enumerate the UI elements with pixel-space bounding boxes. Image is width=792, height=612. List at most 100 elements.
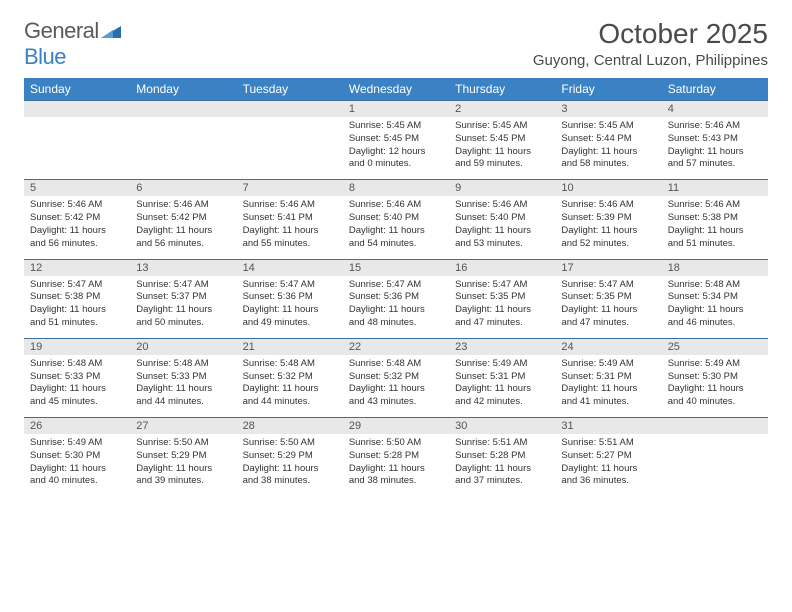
daylight-line: Daylight: 12 hours and 0 minutes. <box>349 146 443 172</box>
day-body-empty <box>130 117 236 179</box>
sunset-line: Sunset: 5:40 PM <box>349 212 443 225</box>
day-body: Sunrise: 5:48 AMSunset: 5:32 PMDaylight:… <box>237 355 343 417</box>
daylight-line: Daylight: 11 hours and 47 minutes. <box>455 304 549 330</box>
daylight-line: Daylight: 11 hours and 59 minutes. <box>455 146 549 172</box>
calendar-cell: 25Sunrise: 5:49 AMSunset: 5:30 PMDayligh… <box>662 338 768 417</box>
day-body: Sunrise: 5:47 AMSunset: 5:37 PMDaylight:… <box>130 276 236 338</box>
daylight-line: Daylight: 11 hours and 48 minutes. <box>349 304 443 330</box>
calendar-cell: 14Sunrise: 5:47 AMSunset: 5:36 PMDayligh… <box>237 259 343 338</box>
calendar-cell: 3Sunrise: 5:45 AMSunset: 5:44 PMDaylight… <box>555 100 661 179</box>
sunset-line: Sunset: 5:29 PM <box>243 450 337 463</box>
sunset-line: Sunset: 5:39 PM <box>561 212 655 225</box>
weekday-header: Tuesday <box>237 78 343 100</box>
sunrise-line: Sunrise: 5:48 AM <box>349 358 443 371</box>
sunrise-line: Sunrise: 5:45 AM <box>455 120 549 133</box>
day-body: Sunrise: 5:48 AMSunset: 5:34 PMDaylight:… <box>662 276 768 338</box>
day-body-empty <box>662 434 768 496</box>
calendar-cell <box>237 100 343 179</box>
sunrise-line: Sunrise: 5:45 AM <box>349 120 443 133</box>
day-number: 15 <box>343 259 449 276</box>
day-number: 9 <box>449 179 555 196</box>
sunrise-line: Sunrise: 5:47 AM <box>30 279 124 292</box>
day-body: Sunrise: 5:47 AMSunset: 5:35 PMDaylight:… <box>555 276 661 338</box>
day-body: Sunrise: 5:45 AMSunset: 5:45 PMDaylight:… <box>343 117 449 179</box>
month-title: October 2025 <box>533 18 768 50</box>
daylight-line: Daylight: 11 hours and 37 minutes. <box>455 463 549 489</box>
sunrise-line: Sunrise: 5:47 AM <box>136 279 230 292</box>
sunset-line: Sunset: 5:38 PM <box>30 291 124 304</box>
calendar-cell: 28Sunrise: 5:50 AMSunset: 5:29 PMDayligh… <box>237 417 343 496</box>
sunset-line: Sunset: 5:32 PM <box>243 371 337 384</box>
daylight-line: Daylight: 11 hours and 50 minutes. <box>136 304 230 330</box>
brand-text: GeneralBlue <box>24 18 121 70</box>
calendar-cell: 21Sunrise: 5:48 AMSunset: 5:32 PMDayligh… <box>237 338 343 417</box>
weekday-header: Wednesday <box>343 78 449 100</box>
day-body: Sunrise: 5:50 AMSunset: 5:28 PMDaylight:… <box>343 434 449 496</box>
daylight-line: Daylight: 11 hours and 38 minutes. <box>349 463 443 489</box>
calendar-cell: 7Sunrise: 5:46 AMSunset: 5:41 PMDaylight… <box>237 179 343 258</box>
day-number: 27 <box>130 417 236 434</box>
day-number: 22 <box>343 338 449 355</box>
calendar-body: 1Sunrise: 5:45 AMSunset: 5:45 PMDaylight… <box>24 100 768 496</box>
calendar-cell: 31Sunrise: 5:51 AMSunset: 5:27 PMDayligh… <box>555 417 661 496</box>
sunset-line: Sunset: 5:27 PM <box>561 450 655 463</box>
day-body: Sunrise: 5:46 AMSunset: 5:39 PMDaylight:… <box>555 196 661 258</box>
daylight-line: Daylight: 11 hours and 58 minutes. <box>561 146 655 172</box>
daylight-line: Daylight: 11 hours and 55 minutes. <box>243 225 337 251</box>
sunrise-line: Sunrise: 5:49 AM <box>668 358 762 371</box>
calendar-cell: 6Sunrise: 5:46 AMSunset: 5:42 PMDaylight… <box>130 179 236 258</box>
day-number: 30 <box>449 417 555 434</box>
day-body: Sunrise: 5:47 AMSunset: 5:36 PMDaylight:… <box>237 276 343 338</box>
calendar-cell <box>130 100 236 179</box>
calendar-cell: 12Sunrise: 5:47 AMSunset: 5:38 PMDayligh… <box>24 259 130 338</box>
page-header: GeneralBlue October 2025 Guyong, Central… <box>24 18 768 70</box>
day-body: Sunrise: 5:46 AMSunset: 5:38 PMDaylight:… <box>662 196 768 258</box>
day-body: Sunrise: 5:47 AMSunset: 5:35 PMDaylight:… <box>449 276 555 338</box>
calendar-cell: 10Sunrise: 5:46 AMSunset: 5:39 PMDayligh… <box>555 179 661 258</box>
day-body: Sunrise: 5:49 AMSunset: 5:31 PMDaylight:… <box>449 355 555 417</box>
day-number: 29 <box>343 417 449 434</box>
day-number: 23 <box>449 338 555 355</box>
sunset-line: Sunset: 5:35 PM <box>455 291 549 304</box>
day-body: Sunrise: 5:47 AMSunset: 5:38 PMDaylight:… <box>24 276 130 338</box>
sunrise-line: Sunrise: 5:47 AM <box>243 279 337 292</box>
day-number: 11 <box>662 179 768 196</box>
sunset-line: Sunset: 5:28 PM <box>349 450 443 463</box>
day-number: 2 <box>449 100 555 117</box>
title-block: October 2025 Guyong, Central Luzon, Phil… <box>533 18 768 69</box>
brand-word-1: General <box>24 18 99 43</box>
day-number-empty <box>24 100 130 117</box>
sunrise-line: Sunrise: 5:48 AM <box>136 358 230 371</box>
daylight-line: Daylight: 11 hours and 36 minutes. <box>561 463 655 489</box>
sunset-line: Sunset: 5:35 PM <box>561 291 655 304</box>
day-number-empty <box>130 100 236 117</box>
day-body: Sunrise: 5:45 AMSunset: 5:44 PMDaylight:… <box>555 117 661 179</box>
day-number: 7 <box>237 179 343 196</box>
calendar-cell: 26Sunrise: 5:49 AMSunset: 5:30 PMDayligh… <box>24 417 130 496</box>
sunrise-line: Sunrise: 5:46 AM <box>668 120 762 133</box>
day-body-empty <box>237 117 343 179</box>
day-body: Sunrise: 5:47 AMSunset: 5:36 PMDaylight:… <box>343 276 449 338</box>
sunrise-line: Sunrise: 5:47 AM <box>561 279 655 292</box>
sunrise-line: Sunrise: 5:46 AM <box>136 199 230 212</box>
daylight-line: Daylight: 11 hours and 56 minutes. <box>136 225 230 251</box>
daylight-line: Daylight: 11 hours and 49 minutes. <box>243 304 337 330</box>
sunset-line: Sunset: 5:37 PM <box>136 291 230 304</box>
sunset-line: Sunset: 5:34 PM <box>668 291 762 304</box>
sunrise-line: Sunrise: 5:48 AM <box>243 358 337 371</box>
day-number-empty <box>237 100 343 117</box>
sunrise-line: Sunrise: 5:49 AM <box>455 358 549 371</box>
sunrise-line: Sunrise: 5:47 AM <box>349 279 443 292</box>
sunrise-line: Sunrise: 5:50 AM <box>243 437 337 450</box>
daylight-line: Daylight: 11 hours and 40 minutes. <box>30 463 124 489</box>
day-number: 24 <box>555 338 661 355</box>
calendar-cell: 11Sunrise: 5:46 AMSunset: 5:38 PMDayligh… <box>662 179 768 258</box>
weekday-header: Sunday <box>24 78 130 100</box>
day-body: Sunrise: 5:46 AMSunset: 5:43 PMDaylight:… <box>662 117 768 179</box>
day-number: 8 <box>343 179 449 196</box>
daylight-line: Daylight: 11 hours and 40 minutes. <box>668 383 762 409</box>
calendar-cell: 19Sunrise: 5:48 AMSunset: 5:33 PMDayligh… <box>24 338 130 417</box>
sunrise-line: Sunrise: 5:46 AM <box>455 199 549 212</box>
day-number: 18 <box>662 259 768 276</box>
day-number: 14 <box>237 259 343 276</box>
